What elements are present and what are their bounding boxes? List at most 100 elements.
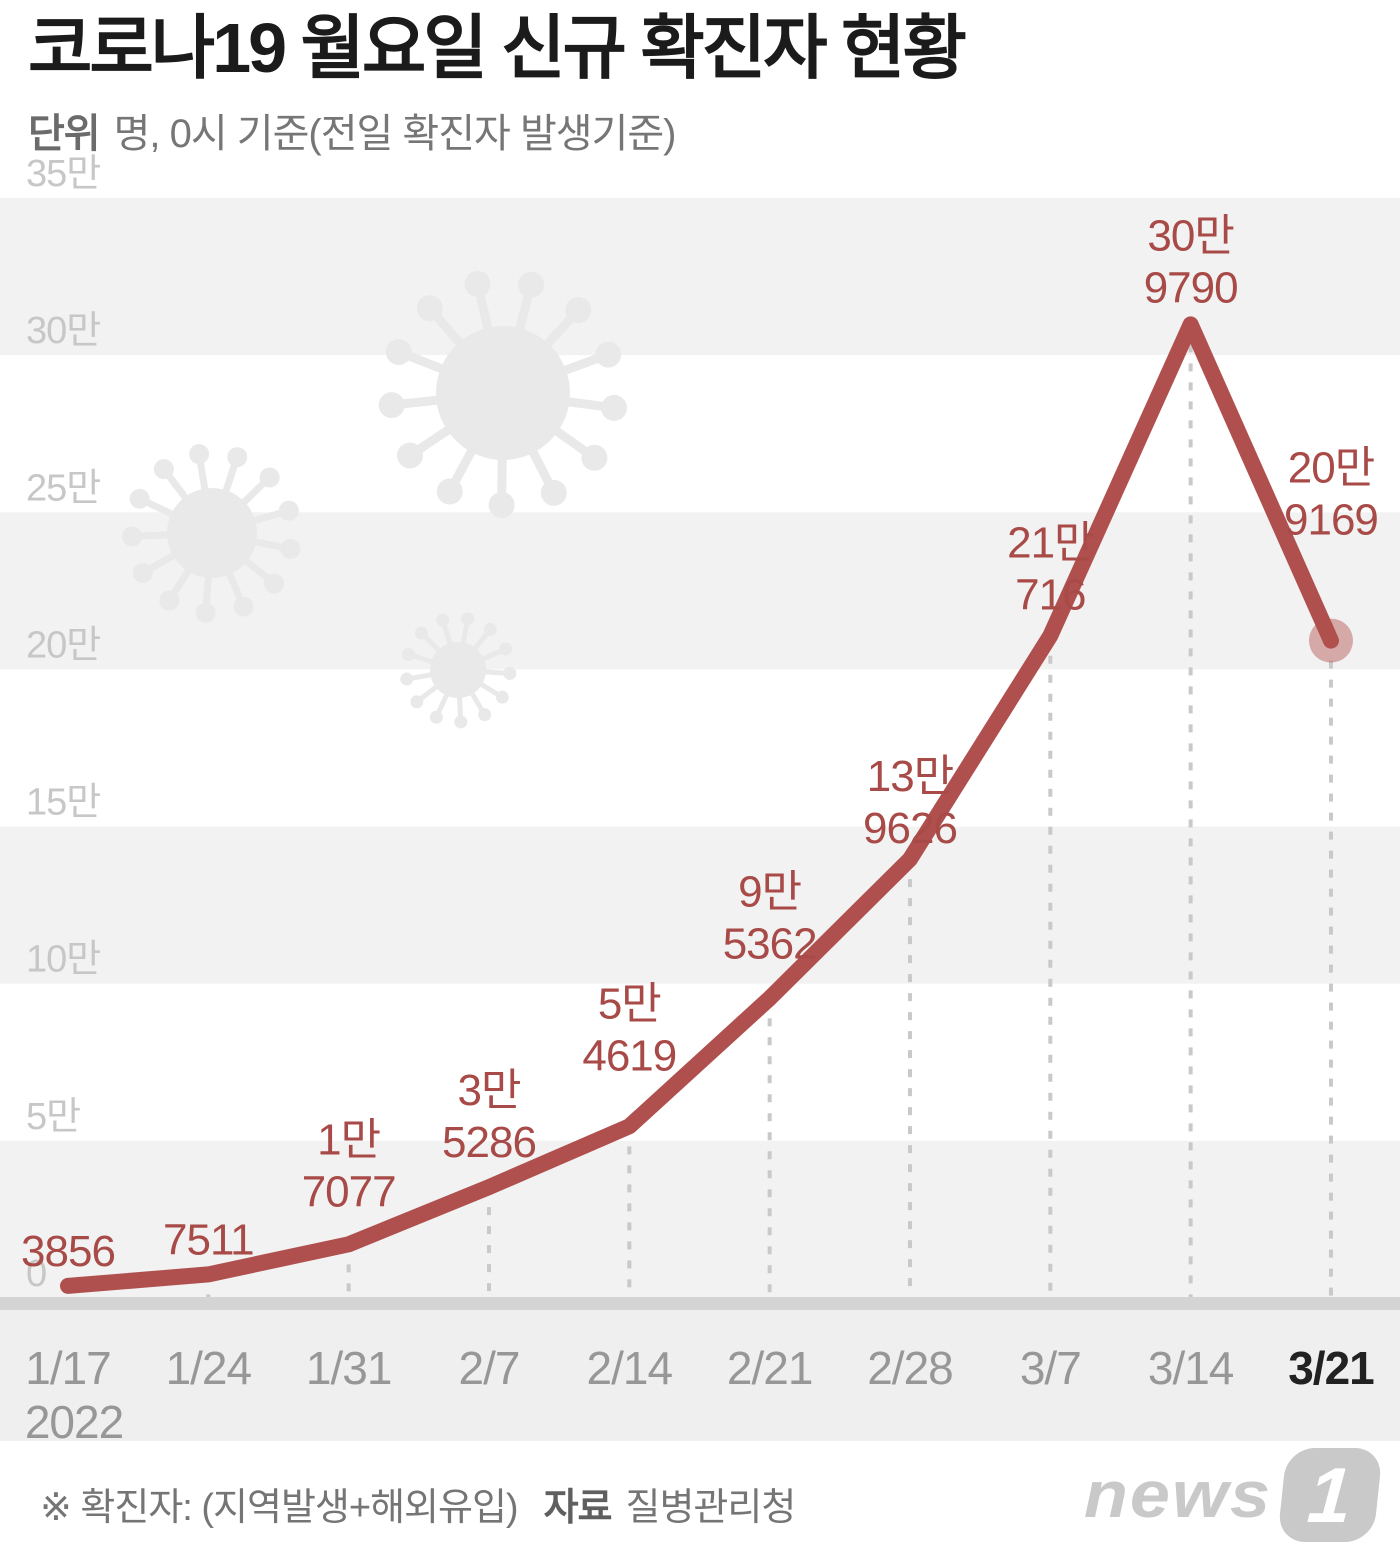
background-stripe xyxy=(0,826,1400,985)
y-axis-label: 35만 xyxy=(26,153,100,195)
y-axis-label: 10만 xyxy=(26,939,100,981)
news1-logo: news 1 xyxy=(1083,1448,1383,1542)
virus-icon-tip xyxy=(518,271,545,298)
x-axis-label: 2/14 xyxy=(587,1342,673,1394)
x-axis-label: 1/31 xyxy=(306,1342,392,1394)
virus-icon-tip xyxy=(233,596,254,617)
virus-icon-tip xyxy=(416,295,443,322)
header: 코로나19 월요일 신규 확진자 현황 단위 명, 0시 기준(전일 확진자 발생… xyxy=(28,10,1372,159)
data-label: 7511 xyxy=(163,1215,254,1264)
data-label: 13만 xyxy=(867,752,953,801)
virus-icon-tip xyxy=(464,270,491,297)
data-label: 5362 xyxy=(723,919,817,968)
virus-icon-tip xyxy=(397,442,424,469)
data-label: 30만 xyxy=(1147,211,1233,260)
virus-icon-tip xyxy=(499,642,513,656)
year-label: 2022 xyxy=(25,1396,123,1448)
virus-icon-tip xyxy=(540,479,567,506)
end-point-marker xyxy=(1308,618,1353,663)
virus-icon-tip xyxy=(278,500,299,521)
chart-title: 코로나19 월요일 신규 확진자 현황 xyxy=(28,9,967,87)
axis-baseline xyxy=(0,1297,1400,1310)
x-axis-band xyxy=(0,1310,1400,1441)
x-axis-label: 2/7 xyxy=(459,1342,520,1394)
virus-icon-tip xyxy=(436,478,463,505)
virus-icon-tip xyxy=(129,488,150,509)
data-label: 9790 xyxy=(1144,263,1238,312)
virus-icon-tip xyxy=(414,626,428,640)
background-stripe xyxy=(0,198,1400,356)
unit-description: 명, 0시 기준(전일 확진자 발생기준) xyxy=(113,112,677,156)
data-label: 3856 xyxy=(21,1227,115,1276)
news1-logo-badge: 1 xyxy=(1277,1448,1383,1542)
virus-icon-tip xyxy=(259,467,280,488)
virus-icon xyxy=(436,326,570,460)
x-axis-label: 3/7 xyxy=(1020,1342,1081,1394)
virus-icon-tip xyxy=(400,672,414,686)
virus-icon-tip xyxy=(495,690,509,704)
data-label: 7077 xyxy=(302,1167,396,1216)
virus-icon-tip xyxy=(581,444,608,471)
chart-subtitle: 단위 명, 0시 기준(전일 확진자 발생기준) xyxy=(28,101,1372,159)
footnote: ※ 확진자: (지역발생+해외유입) 자료 질병관리청 xyxy=(40,1476,797,1531)
data-label: 20만 xyxy=(1288,444,1374,493)
virus-icon-tip xyxy=(478,708,492,722)
data-label: 9626 xyxy=(863,804,957,853)
virus-icon-tip xyxy=(436,613,450,627)
background-stripe xyxy=(0,669,1400,828)
data-label: 3만 xyxy=(458,1066,521,1115)
source-value: 질병관리청 xyxy=(625,1487,797,1529)
x-axis-label: 1/24 xyxy=(166,1342,252,1394)
news1-logo-badge-digit: 1 xyxy=(1305,1450,1355,1539)
y-axis-label: 15만 xyxy=(26,782,100,824)
x-axis-label: 2/21 xyxy=(727,1342,813,1394)
unit-label: 단위 xyxy=(28,112,101,156)
x-axis-label: 3/21 xyxy=(1288,1342,1374,1394)
virus-icon-tip xyxy=(385,338,412,365)
virus-icon-tip xyxy=(503,666,517,680)
virus-icon-tip xyxy=(595,341,622,368)
virus-icon-tip xyxy=(401,647,415,661)
virus-icon-tip xyxy=(483,622,497,636)
y-axis-label: 5만 xyxy=(26,1096,80,1138)
virus-icon-tip xyxy=(132,563,153,584)
data-label: 4619 xyxy=(582,1031,676,1080)
virus-icon-tip xyxy=(454,715,468,729)
virus-icon-tip xyxy=(410,695,424,709)
virus-icon-tip xyxy=(601,394,628,421)
data-label: 5286 xyxy=(442,1118,536,1167)
x-axis-label: 1/17 xyxy=(25,1342,111,1394)
data-label: 21만 xyxy=(1007,519,1093,568)
confirmed-note: ※ 확진자: (지역발생+해외유입) xyxy=(40,1487,519,1529)
virus-icon-tip xyxy=(280,538,301,559)
data-label: 1만 xyxy=(317,1115,380,1164)
data-label: 716 xyxy=(1015,571,1085,620)
source-label: 자료 xyxy=(543,1487,613,1529)
virus-icon-tip xyxy=(378,392,405,419)
virus-icon-tip xyxy=(488,491,515,518)
data-label: 9169 xyxy=(1284,496,1378,545)
y-axis-label: 20만 xyxy=(26,624,100,666)
x-axis-label: 2/28 xyxy=(867,1342,953,1394)
x-axis-label: 3/14 xyxy=(1148,1342,1234,1394)
y-axis-label: 30만 xyxy=(26,310,100,352)
virus-icon-tip xyxy=(429,710,443,724)
virus-icon-tip xyxy=(264,573,285,594)
virus-icon-tip xyxy=(189,444,210,465)
data-label: 5만 xyxy=(598,979,661,1028)
virus-icon xyxy=(430,642,486,698)
virus-icon-tip xyxy=(227,447,248,468)
trend-line xyxy=(60,316,1339,1294)
virus-icon-tip xyxy=(122,526,143,547)
news1-logo-word: news xyxy=(1083,1458,1272,1532)
data-label: 9만 xyxy=(738,867,801,916)
virus-icon-tip xyxy=(153,459,174,480)
virus-icon-tip xyxy=(461,612,475,626)
y-axis-label: 25만 xyxy=(26,467,100,509)
virus-icon-tip xyxy=(565,297,592,324)
virus-icon-tip xyxy=(159,590,180,611)
y-axis-label: 0 xyxy=(26,1253,46,1295)
virus-icon xyxy=(167,488,257,578)
